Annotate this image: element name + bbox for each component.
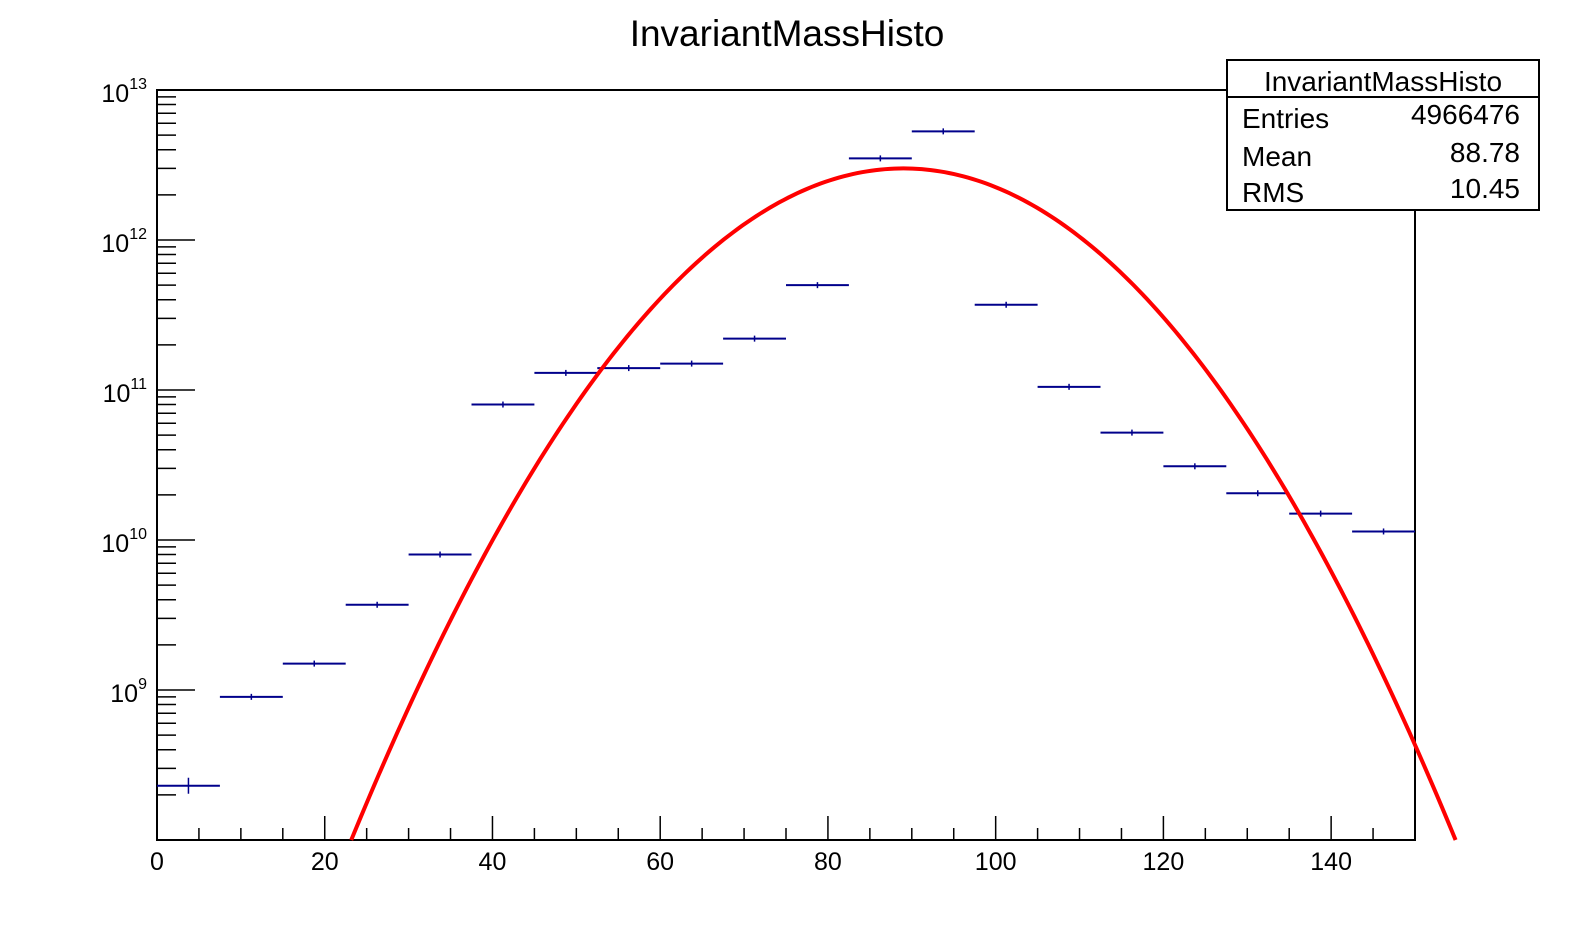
y-tick-base: 10 xyxy=(101,80,129,108)
x-tick-label: 100 xyxy=(975,848,1017,876)
stats-box: InvariantMassHisto Entries 4966476 Mean … xyxy=(1226,59,1540,211)
histogram-bins xyxy=(157,128,1415,794)
y-major-ticks xyxy=(157,89,195,691)
x-tick-labels: 0 20 40 60 80 100 120 140 xyxy=(150,848,1352,876)
gaussian-fit-curve xyxy=(349,166,1458,841)
x-tick-label: 120 xyxy=(1143,848,1185,876)
y-tick-exponent: 13 xyxy=(129,76,147,93)
y-minor-ticks xyxy=(157,96,176,796)
y-tick-label: 1013 xyxy=(101,76,147,108)
stats-box-frame xyxy=(1226,59,1540,211)
y-tick-label: 1012 xyxy=(101,226,147,258)
stats-mean-value: 88.78 xyxy=(1450,137,1520,168)
stats-rms-value: 10.45 xyxy=(1450,173,1520,204)
y-tick-exponent: 9 xyxy=(138,676,147,693)
x-tick-label: 60 xyxy=(646,848,674,876)
x-ticks xyxy=(156,816,1416,840)
x-tick-label: 0 xyxy=(150,848,164,876)
x-tick-label: 80 xyxy=(814,848,842,876)
y-tick-exponent: 12 xyxy=(129,226,147,243)
y-tick-exponent: 10 xyxy=(129,526,147,543)
y-tick-label: 1011 xyxy=(103,376,148,408)
stats-entries-value: 4966476 xyxy=(1411,99,1520,130)
stats-entries-label: Entries xyxy=(1242,103,1329,134)
y-tick-label: 1010 xyxy=(101,526,147,558)
stats-mean-label: Mean xyxy=(1242,141,1312,172)
stats-rms-label: RMS xyxy=(1242,177,1304,208)
x-tick-label: 140 xyxy=(1310,848,1352,876)
y-tick-base: 10 xyxy=(103,380,131,408)
x-tick-label: 20 xyxy=(311,848,339,876)
y-tick-base: 10 xyxy=(110,680,138,708)
y-tick-exponent: 11 xyxy=(130,376,147,393)
y-tick-base: 10 xyxy=(101,530,129,558)
y-tick-label: 109 xyxy=(110,676,147,708)
x-tick-label: 40 xyxy=(479,848,507,876)
y-tick-base: 10 xyxy=(101,230,129,258)
stats-box-title: InvariantMassHisto xyxy=(1264,66,1502,97)
chart-title: InvariantMassHisto xyxy=(630,13,945,54)
